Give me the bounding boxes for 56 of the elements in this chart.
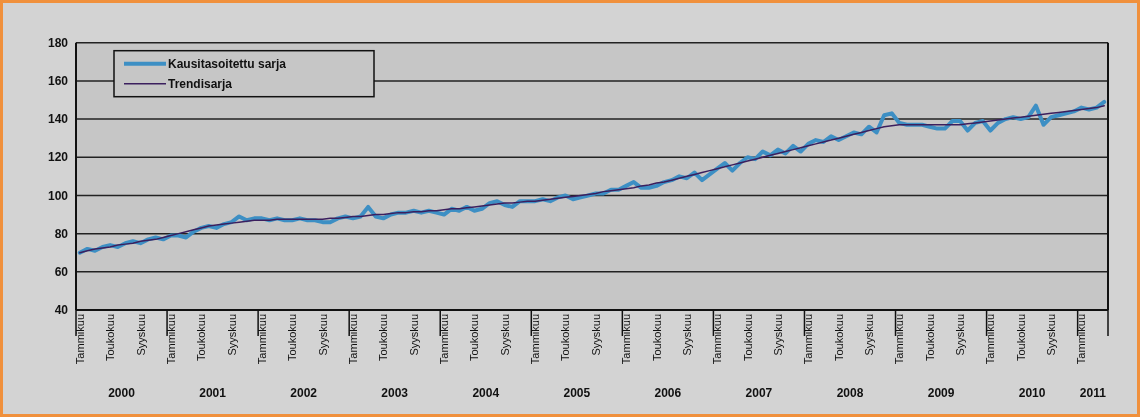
x-tick-label: Toukokuu (286, 314, 299, 362)
x-tick-label: Toukokuu (923, 314, 936, 362)
x-tick-label: Tammikuu (529, 314, 542, 365)
x-tick-label: Toukokuu (650, 314, 663, 362)
x-tick-label: Syyskuu (316, 314, 329, 356)
x-tick-label: Tammikuu (620, 314, 633, 365)
x-tick-label: Tammikuu (438, 314, 451, 365)
y-tick-label: 120 (47, 150, 69, 165)
x-tick-label: Syyskuu (954, 314, 967, 356)
y-tick-label: 80 (54, 226, 69, 241)
text: 2003 (381, 386, 409, 400)
x-tick-label: Syyskuu (407, 314, 420, 356)
text: 2007 (745, 386, 773, 400)
x-tick-label: Tammikuu (893, 314, 906, 365)
x-tick-label: Toukokuu (195, 314, 208, 362)
text: 2010 (1018, 386, 1046, 400)
x-tick-label: Syyskuu (1045, 314, 1058, 356)
x-tick-label: Toukokuu (468, 314, 481, 362)
x-tick-label: Tammikuu (164, 314, 177, 365)
x-tick-label: Syyskuu (680, 314, 693, 356)
x-tick-label: Syyskuu (134, 314, 147, 356)
text: 2008 (836, 386, 864, 400)
x-tick-label: Toukokuu (377, 314, 390, 362)
x-tick-label: Tammikuu (73, 314, 86, 365)
legend-label: Kausitasoitettu sarja (168, 56, 287, 71)
text: 2011 (1079, 386, 1107, 400)
x-tick-label: Tammikuu (1075, 314, 1088, 365)
x-tick-label: Syyskuu (862, 314, 875, 356)
x-tick-label: Toukokuu (104, 314, 117, 362)
text: 2001 (199, 386, 227, 400)
y-tick-label: 160 (47, 74, 69, 89)
x-tick-label: Syyskuu (589, 314, 602, 356)
y-tick-label: 100 (47, 188, 69, 203)
text: 2005 (563, 386, 591, 400)
x-tick-label: Syyskuu (498, 314, 511, 356)
x-tick-label: Tammikuu (346, 314, 359, 365)
text: 2002 (290, 386, 318, 400)
x-tick-label: Toukokuu (1014, 314, 1027, 362)
legend-label: Trendisarja (168, 76, 233, 91)
text: 2009 (927, 386, 955, 400)
x-tick-label: Syyskuu (225, 314, 238, 356)
x-tick-label: Tammikuu (802, 314, 815, 365)
text: 2006 (654, 386, 682, 400)
y-tick-label: 140 (47, 112, 69, 127)
y-tick-label: 60 (54, 265, 69, 280)
text: 2000 (108, 386, 136, 400)
x-tick-label: Tammikuu (984, 314, 997, 365)
x-tick-label: Syyskuu (771, 314, 784, 356)
text: 2004 (472, 386, 500, 400)
y-tick-label: 180 (47, 35, 69, 50)
x-tick-label: Toukokuu (832, 314, 845, 362)
x-tick-label: Tammikuu (255, 314, 268, 365)
y-tick-label: 40 (54, 303, 69, 318)
x-tick-label: Toukokuu (741, 314, 754, 362)
x-tick-label: Toukokuu (559, 314, 572, 362)
x-tick-label: Tammikuu (711, 314, 724, 365)
